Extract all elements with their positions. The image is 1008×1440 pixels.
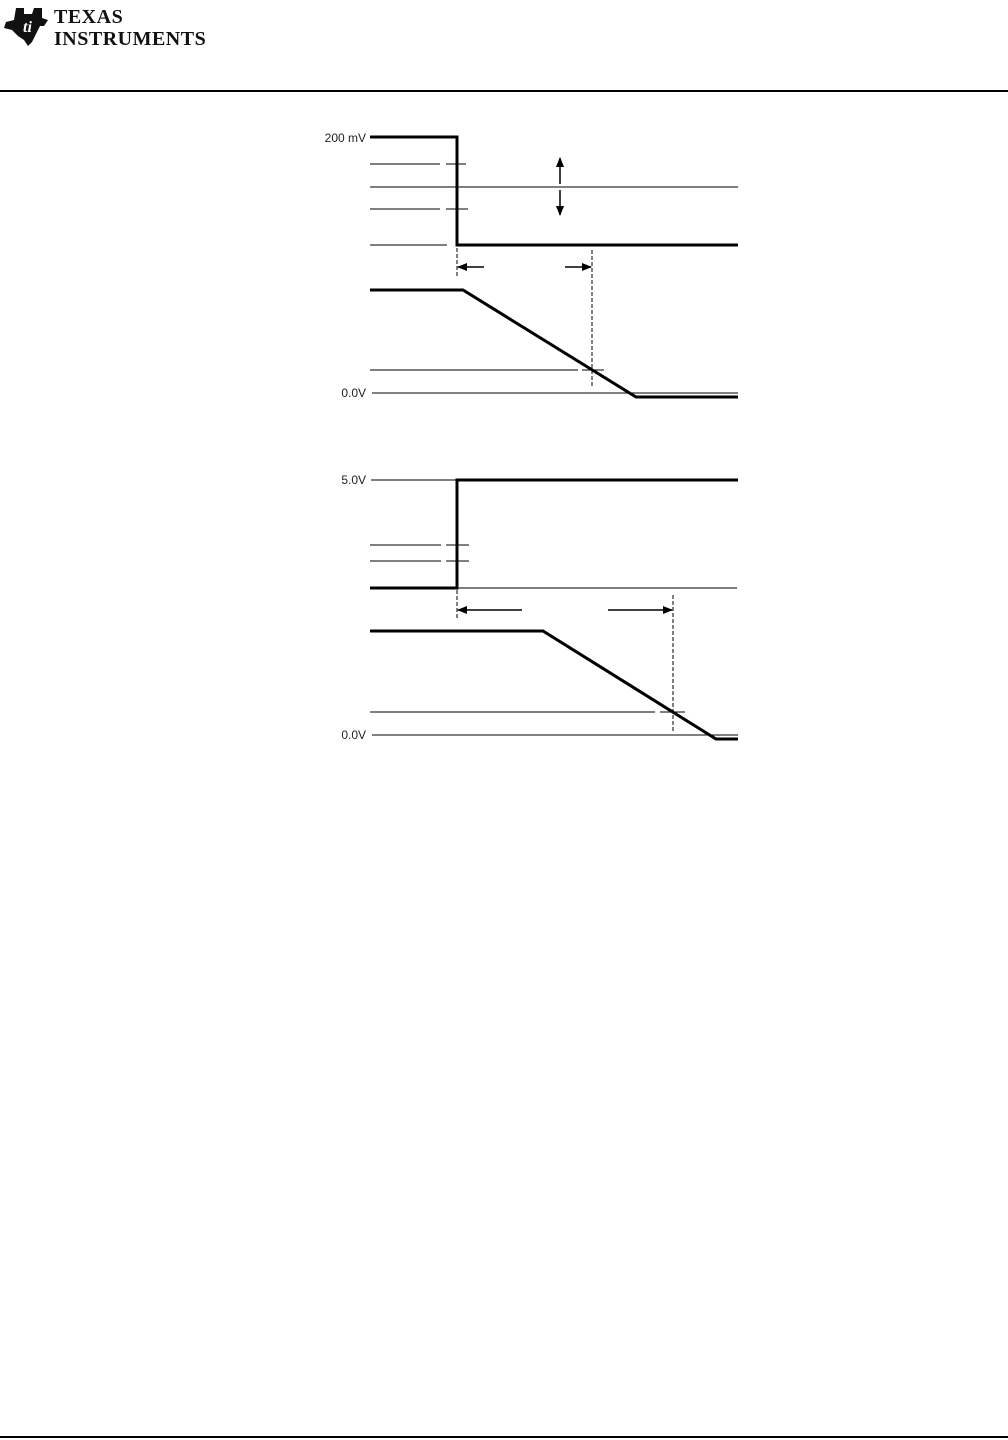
brand-line-1: Texas — [54, 6, 124, 28]
diagram-top: 200 mV 0.0V — [325, 131, 738, 400]
input-step-waveform — [370, 135, 738, 247]
level-0v-label: 0.0V — [341, 386, 366, 400]
brand-line-2: Instruments — [54, 28, 207, 50]
input-step-waveform — [370, 478, 738, 590]
output-ramp-waveform — [370, 629, 738, 741]
level-5v-label: 5.0V — [341, 473, 366, 487]
ti-logo: ti Texas Instruments — [2, 4, 206, 50]
level-200mv-label: 200 mV — [325, 131, 366, 145]
threshold-lines — [370, 544, 738, 736]
ti-logo-mark-icon: ti — [4, 8, 48, 46]
output-ramp-waveform — [370, 288, 738, 399]
threshold-lines — [370, 163, 738, 394]
timing-markers — [456, 590, 674, 733]
level-0v-label: 0.0V — [341, 728, 366, 742]
diagram-bottom: 5.0V 0.0V — [341, 473, 738, 742]
svg-text:ti: ti — [23, 19, 32, 36]
timing-markers — [456, 248, 593, 388]
